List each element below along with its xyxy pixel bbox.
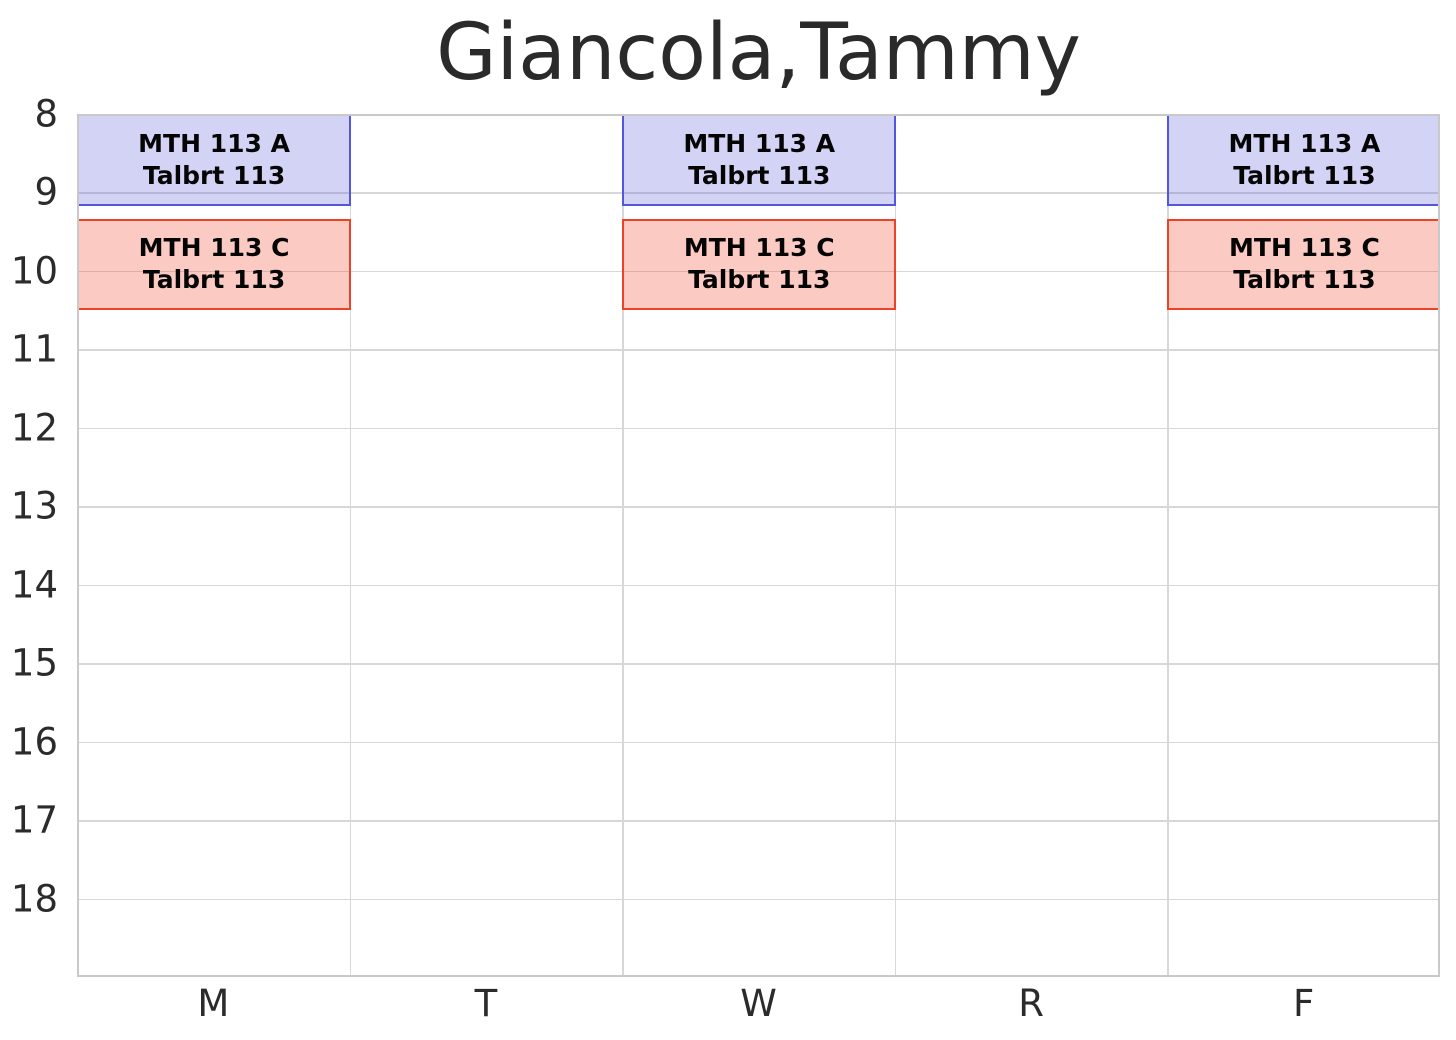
event-room-label: Talbrt 113 [1233,160,1376,190]
y-tick-label: 11 [10,327,58,371]
event-course-label: MTH 113 C [138,233,290,263]
y-tick-label: 18 [10,877,58,921]
event-box: MTH 113 C Talbrt 113 [79,218,352,311]
day-gridline [1167,116,1169,975]
hour-gridline [79,584,1438,587]
event-course-label: MTH 113 C [683,233,835,263]
hour-gridline [79,506,1438,508]
y-tick-label: 12 [10,406,58,450]
y-tick-label: 8 [34,92,58,136]
x-tick-label: W [740,982,777,1025]
event-box: MTH 113 A Talbrt 113 [1167,116,1438,206]
y-tick-label: 16 [10,720,58,764]
event-course-label: MTH 113 C [1229,233,1380,263]
event-room-label: Talbrt 113 [688,160,831,190]
day-gridline [894,116,897,975]
y-tick-label: 17 [10,798,58,842]
y-tick-label: 10 [10,249,58,293]
x-tick-label: T [474,982,498,1025]
event-course-label: MTH 113 A [683,128,836,158]
x-tick-label: F [1293,982,1315,1025]
day-gridline [349,116,352,975]
hour-gridline [79,820,1438,822]
event-box: MTH 113 A Talbrt 113 [79,116,352,206]
event-box: MTH 113 C Talbrt 113 [622,218,897,311]
y-tick-label: 15 [10,641,58,685]
y-tick-label: 9 [34,170,58,214]
event-box: MTH 113 C Talbrt 113 [1167,218,1438,311]
hour-gridline [79,270,1438,273]
event-course-label: MTH 113 A [138,128,290,158]
event-room-label: Talbrt 113 [1233,265,1376,295]
y-tick-label: 14 [10,563,58,607]
event-course-label: MTH 113 A [1228,128,1381,158]
event-box: MTH 113 A Talbrt 113 [622,116,897,206]
plot-area: MTH 113 A Talbrt 113 MTH 113 A Talbrt 113 MT… [77,114,1440,977]
hour-gridline [79,898,1438,901]
hour-gridline [79,663,1438,665]
day-gridline [622,116,624,975]
hour-gridline [79,741,1438,744]
hour-gridline [79,192,1438,194]
x-tick-label: M [197,982,230,1025]
x-tick-label: R [1018,982,1044,1025]
hour-gridline [79,349,1438,351]
event-room-label: Talbrt 113 [688,265,831,295]
y-tick-label: 13 [10,484,58,528]
hour-gridline [79,427,1438,430]
event-room-label: Talbrt 113 [142,265,286,295]
event-room-label: Talbrt 113 [142,160,286,190]
chart-title: Giancola,Tammy [436,8,1081,98]
